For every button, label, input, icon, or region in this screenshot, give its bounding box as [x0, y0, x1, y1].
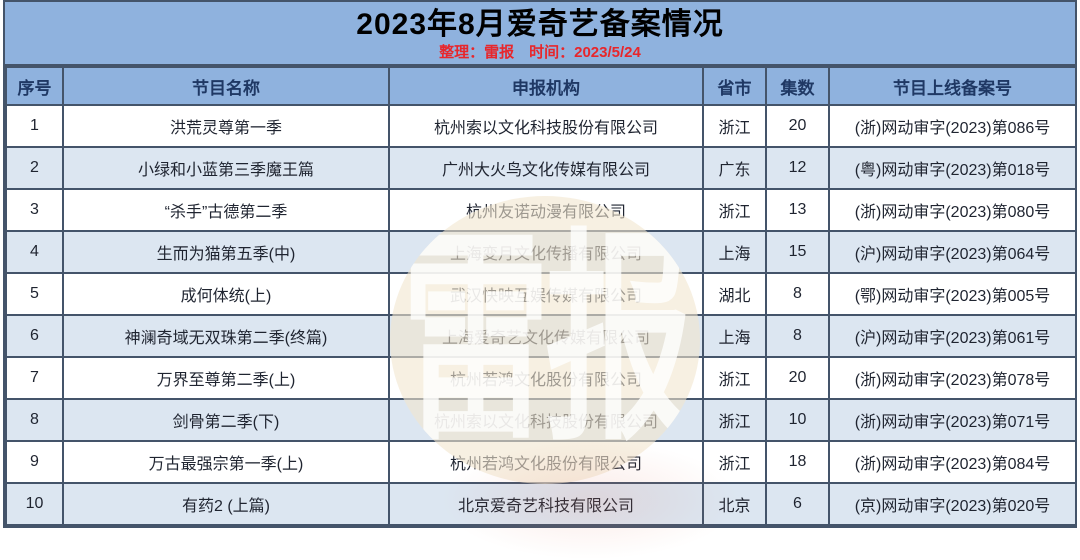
cell-name: 万古最强宗第一季(上)	[62, 440, 390, 484]
col-header-org: 申报机构	[388, 66, 704, 106]
table-body: 1 洪荒灵尊第一季 杭州索以文化科技股份有限公司 浙江 20 (浙)网动审字(2023)第…	[5, 104, 1077, 526]
cell-name: 万界至尊第二季(上)	[62, 356, 390, 400]
table-row: 3 “杀手”古德第二季 杭州友诺动漫有限公司 浙江 13 (浙)网动审字(2023)第08…	[5, 188, 1077, 232]
col-header-episodes: 集数	[765, 66, 830, 106]
cell-episodes: 12	[765, 146, 830, 190]
cell-name: 有药2 (上篇)	[62, 482, 390, 526]
cell-province: 湖北	[702, 272, 767, 316]
cell-episodes: 13	[765, 188, 830, 232]
table-row: 4 生而为猫第五季(中) 上海变月文化传播有限公司 上海 15 (沪)网动审字(2023)…	[5, 230, 1077, 274]
table-row: 7 万界至尊第二季(上) 杭州若鸿文化股份有限公司 浙江 20 (浙)网动审字(2023)…	[5, 356, 1077, 400]
cell-province: 上海	[702, 230, 767, 274]
table-row: 10 有药2 (上篇) 北京爱奇艺科技有限公司 北京 6 (京)网动审字(2023)第02…	[5, 482, 1077, 526]
cell-license: (浙)网动审字(2023)第084号	[828, 440, 1077, 484]
col-header-license: 节目上线备案号	[828, 66, 1077, 106]
cell-province: 浙江	[702, 104, 767, 148]
cell-episodes: 20	[765, 356, 830, 400]
cell-license: (京)网动审字(2023)第020号	[828, 482, 1077, 526]
cell-org: 杭州友诺动漫有限公司	[388, 188, 704, 232]
col-header-no: 序号	[5, 66, 64, 106]
table-row: 2 小绿和小蓝第三季魔王篇 广州大火鸟文化传媒有限公司 广东 12 (粤)网动审字(202…	[5, 146, 1077, 190]
cell-org: 杭州若鸿文化股份有限公司	[388, 356, 704, 400]
cell-license: (沪)网动审字(2023)第064号	[828, 230, 1077, 274]
cell-episodes: 20	[765, 104, 830, 148]
cell-license: (鄂)网动审字(2023)第005号	[828, 272, 1077, 316]
cell-no: 2	[5, 146, 64, 190]
cell-name: 生而为猫第五季(中)	[62, 230, 390, 274]
cell-org: 杭州索以文化科技股份有限公司	[388, 398, 704, 442]
cell-province: 广东	[702, 146, 767, 190]
cell-org: 上海变月文化传播有限公司	[388, 230, 704, 274]
page-title: 2023年8月爱奇艺备案情况	[356, 8, 724, 41]
cell-province: 浙江	[702, 188, 767, 232]
cell-province: 浙江	[702, 440, 767, 484]
report-card: 2023年8月爱奇艺备案情况 整理：雷报 时间：2023/5/24 序号 节目名…	[3, 0, 1077, 528]
cell-name: 洪荒灵尊第一季	[62, 104, 390, 148]
cell-no: 3	[5, 188, 64, 232]
cell-name: “杀手”古德第二季	[62, 188, 390, 232]
table-row: 8 剑骨第二季(下) 杭州索以文化科技股份有限公司 浙江 10 (浙)网动审字(2023)…	[5, 398, 1077, 442]
cell-license: (浙)网动审字(2023)第080号	[828, 188, 1077, 232]
cell-no: 6	[5, 314, 64, 358]
cell-name: 成何体统(上)	[62, 272, 390, 316]
cell-org: 北京爱奇艺科技有限公司	[388, 482, 704, 526]
cell-episodes: 10	[765, 398, 830, 442]
cell-province: 上海	[702, 314, 767, 358]
col-header-province: 省市	[702, 66, 767, 106]
cell-org: 杭州若鸿文化股份有限公司	[388, 440, 704, 484]
cell-episodes: 6	[765, 482, 830, 526]
cell-episodes: 15	[765, 230, 830, 274]
cell-license: (浙)网动审字(2023)第078号	[828, 356, 1077, 400]
col-header-name: 节目名称	[62, 66, 390, 106]
filing-table: 序号 节目名称 申报机构 省市 集数 节目上线备案号 1 洪荒灵尊第一季 杭州索以文…	[5, 66, 1077, 526]
page-subtitle: 整理：雷报 时间：2023/5/24	[439, 44, 641, 61]
cell-org: 广州大火鸟文化传媒有限公司	[388, 146, 704, 190]
cell-no: 10	[5, 482, 64, 526]
cell-episodes: 8	[765, 314, 830, 358]
cell-license: (沪)网动审字(2023)第061号	[828, 314, 1077, 358]
table-row: 1 洪荒灵尊第一季 杭州索以文化科技股份有限公司 浙江 20 (浙)网动审字(2023)第…	[5, 104, 1077, 148]
cell-province: 浙江	[702, 356, 767, 400]
cell-no: 5	[5, 272, 64, 316]
cell-name: 神澜奇域无双珠第二季(终篇)	[62, 314, 390, 358]
cell-name: 小绿和小蓝第三季魔王篇	[62, 146, 390, 190]
cell-license: (粤)网动审字(2023)第018号	[828, 146, 1077, 190]
cell-episodes: 18	[765, 440, 830, 484]
cell-province: 北京	[702, 482, 767, 526]
cell-no: 1	[5, 104, 64, 148]
table-row: 5 成何体统(上) 武汉快映互娱传媒有限公司 湖北 8 (鄂)网动审字(2023)第005…	[5, 272, 1077, 316]
title-band: 2023年8月爱奇艺备案情况 整理：雷报 时间：2023/5/24	[5, 2, 1075, 66]
cell-license: (浙)网动审字(2023)第086号	[828, 104, 1077, 148]
header-row: 序号 节目名称 申报机构 省市 集数 节目上线备案号	[5, 66, 1077, 106]
cell-org: 杭州索以文化科技股份有限公司	[388, 104, 704, 148]
cell-license: (浙)网动审字(2023)第071号	[828, 398, 1077, 442]
cell-org: 武汉快映互娱传媒有限公司	[388, 272, 704, 316]
table-header: 序号 节目名称 申报机构 省市 集数 节目上线备案号	[5, 66, 1077, 106]
cell-episodes: 8	[765, 272, 830, 316]
cell-name: 剑骨第二季(下)	[62, 398, 390, 442]
cell-no: 7	[5, 356, 64, 400]
table-row: 9 万古最强宗第一季(上) 杭州若鸿文化股份有限公司 浙江 18 (浙)网动审字(2023…	[5, 440, 1077, 484]
cell-province: 浙江	[702, 398, 767, 442]
table-row: 6 神澜奇域无双珠第二季(终篇) 上海爱奇艺文化传媒有限公司 上海 8 (沪)网动审字(2…	[5, 314, 1077, 358]
cell-no: 4	[5, 230, 64, 274]
cell-org: 上海爱奇艺文化传媒有限公司	[388, 314, 704, 358]
cell-no: 9	[5, 440, 64, 484]
cell-no: 8	[5, 398, 64, 442]
